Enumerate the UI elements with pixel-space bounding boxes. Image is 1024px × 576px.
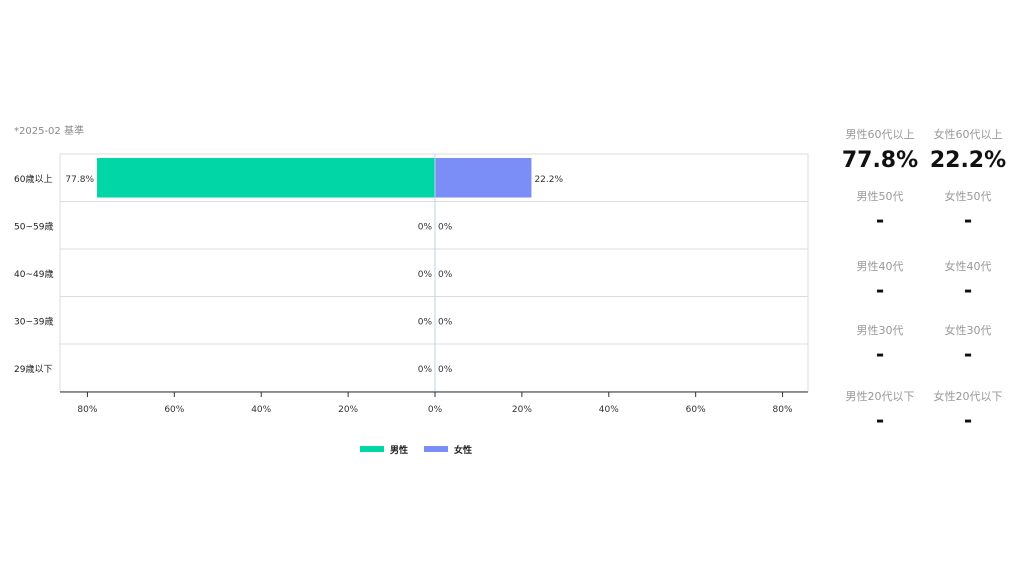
stat-item: 男性20代以下 -: [836, 388, 924, 432]
data-label-male: 0%: [418, 270, 433, 280]
stat-item: 女性50代 -: [924, 188, 1012, 232]
bar-female: [435, 158, 532, 198]
stat-label: 女性30代: [944, 324, 992, 337]
stat-value: -: [875, 208, 885, 232]
stat-value: -: [963, 278, 973, 302]
category-label: 60歳以上: [14, 173, 52, 185]
stat-label: 男性30代: [856, 324, 904, 337]
category-label: 50~59歳: [14, 220, 53, 232]
x-tick-label: 20%: [512, 405, 532, 415]
stat-label: 女性50代: [944, 190, 992, 203]
data-label-male: 0%: [418, 317, 433, 327]
stat-label: 男性60代以上: [845, 128, 915, 141]
x-tick-label: 40%: [251, 405, 271, 415]
row-frame: [59, 343, 809, 392]
x-tick-label: 60%: [686, 405, 706, 415]
x-tick-label: 80%: [773, 405, 793, 415]
stat-value: -: [963, 408, 973, 432]
stat-value: -: [875, 342, 885, 366]
basis-date: *2025-02: [14, 126, 61, 137]
age-gender-chart: 60歳以上 77.8% 22.2% 50~59歳 0% 0% 40~49歳 0% 0% 30~39…: [14, 153, 809, 456]
legend-label-male: 男性: [390, 444, 408, 456]
stat-item: 男性40代 -: [836, 258, 924, 302]
x-tick-label: 40%: [599, 405, 619, 415]
row-frame: [59, 201, 809, 250]
stat-item: 男性60代以上 77.8%: [836, 126, 924, 173]
data-label-female: 0%: [438, 365, 453, 375]
legend-label-female: 女性: [454, 444, 472, 456]
legend-swatch-male: [360, 446, 384, 452]
stat-value: -: [875, 278, 885, 302]
stat-item: 男性50代 -: [836, 188, 924, 232]
stat-label: 女性40代: [944, 260, 992, 273]
legend-swatch-female: [424, 446, 448, 452]
stat-item: 女性30代 -: [924, 322, 1012, 366]
stat-value: -: [963, 208, 973, 232]
bar-male: [97, 158, 435, 198]
basis-suffix: 基準: [63, 126, 84, 137]
basis-note: *2025-02 基準: [14, 122, 84, 137]
stat-label: 男性40代: [856, 260, 904, 273]
data-label-male: 0%: [418, 222, 433, 232]
stat-value: -: [963, 342, 973, 366]
data-label-female: 0%: [438, 317, 453, 327]
stat-label: 女性60代以上: [933, 128, 1003, 141]
data-label-female: 0%: [438, 222, 453, 232]
data-label-female: 0%: [438, 270, 453, 280]
x-tick-label: 80%: [77, 405, 97, 415]
stat-value: 77.8%: [841, 148, 919, 173]
x-tick-label: 0%: [428, 405, 443, 415]
stat-value: 22.2%: [929, 148, 1007, 173]
stat-label: 女性20代以下: [933, 390, 1003, 403]
row-frame: [59, 296, 809, 345]
category-label: 30~39歳: [14, 315, 53, 327]
stat-item: 女性60代以上 22.2%: [924, 126, 1012, 173]
data-label-female: 22.2%: [534, 175, 563, 185]
stat-value: -: [875, 408, 885, 432]
category-label: 29歳以下: [14, 363, 52, 375]
row-frame: [59, 248, 809, 297]
stat-item: 女性40代 -: [924, 258, 1012, 302]
stat-label: 男性20代以下: [845, 390, 915, 403]
data-label-male: 0%: [418, 365, 433, 375]
category-label: 40~49歳: [14, 268, 53, 280]
stat-label: 男性50代: [856, 190, 904, 203]
x-tick-label: 60%: [164, 405, 184, 415]
data-label-male: 77.8%: [65, 175, 94, 185]
stat-item: 男性30代 -: [836, 322, 924, 366]
stat-item: 女性20代以下 -: [924, 388, 1012, 432]
x-tick-label: 20%: [338, 405, 358, 415]
